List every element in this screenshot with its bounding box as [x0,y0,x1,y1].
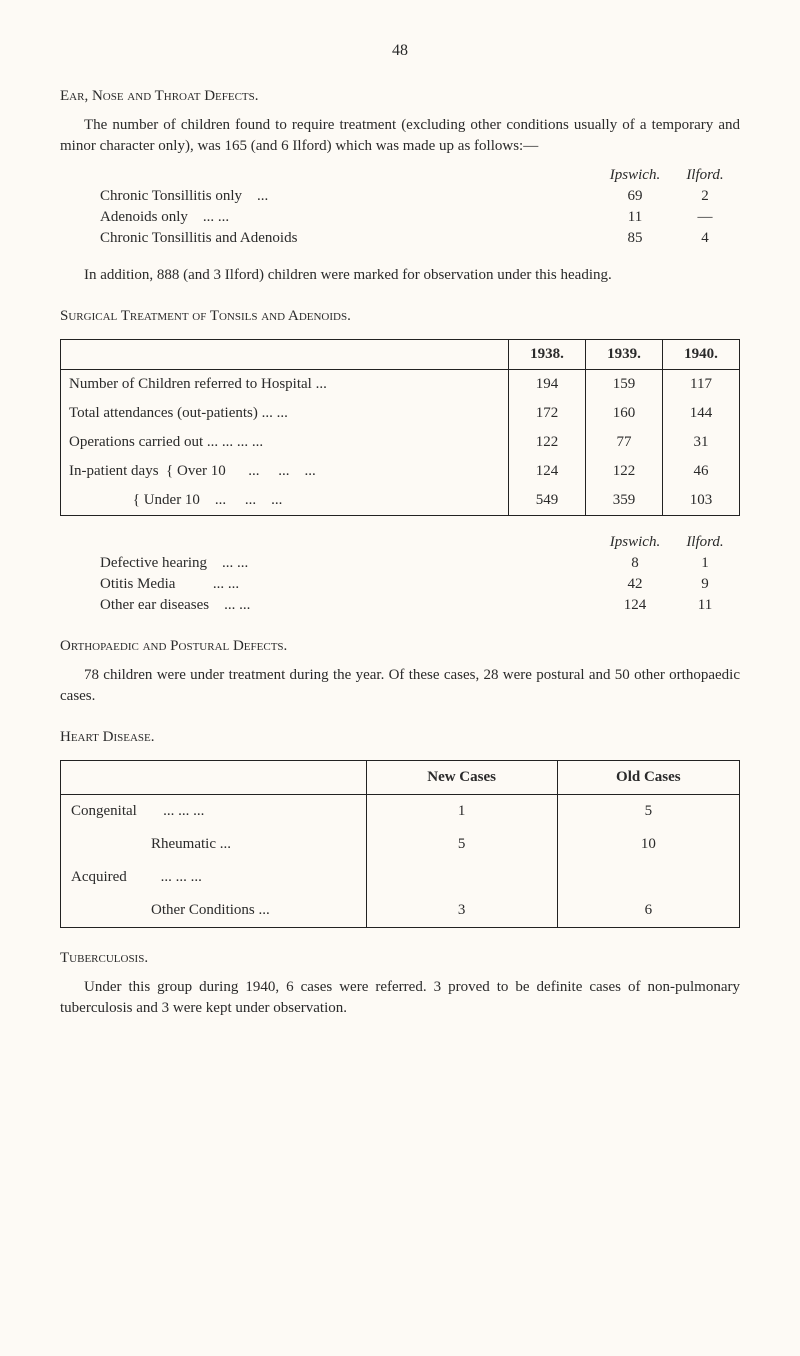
stat-value: 124 [600,595,670,616]
stat-value: 69 [600,186,670,207]
cell: 5 [366,828,557,861]
ent-heading: Ear, Nose and Throat Defects. [60,86,740,107]
ent-addl-paragraph: In addition, 888 (and 3 Ilford) children… [60,265,740,286]
dots: ... [257,188,268,204]
table-row: Congenital ... ... ... 1 5 [61,795,740,829]
year-header: 1939. [586,340,663,370]
stat-label: Otitis Media [100,576,175,592]
row-label: Operations carried out ... ... ... ... [61,428,509,457]
dots: ... ... [213,576,239,592]
cell: 194 [509,370,586,400]
stat-label: Defective hearing [100,555,207,571]
cell: 117 [663,370,740,400]
ortho-heading: Orthopaedic and Postural Defects. [60,636,740,657]
surgical-table: 1938. 1939. 1940. Number of Children ref… [60,339,740,516]
table-row: Operations carried out ... ... ... ... 1… [61,428,740,457]
table-row: Total attendances (out-patients) ... ...… [61,399,740,428]
stat-value: 11 [670,595,740,616]
year-header: 1940. [663,340,740,370]
heart-heading: Heart Disease. [60,727,740,748]
stat-value: 8 [600,553,670,574]
table-row: Acquired ... ... ... [61,861,740,894]
col-header-ipswich: Ipswich. [600,165,670,186]
table-row: Rheumatic ... 5 10 [61,828,740,861]
table-row: Number of Children referred to Hospital … [61,370,740,400]
table-row: { Under 10 ... ... ... 549 359 103 [61,486,740,516]
cell: 3 [366,894,557,928]
dots: ... ... [224,597,250,613]
cell: 10 [557,828,739,861]
stat-label: Adenoids only [100,209,188,225]
cell: 46 [663,457,740,486]
cell [557,861,739,894]
ortho-paragraph: 78 children were under treatment during … [60,665,740,707]
stat-label: Chronic Tonsillitis and Adenoids [100,230,297,246]
stat-value: 1 [670,553,740,574]
row-label: Total attendances (out-patients) ... ... [61,399,509,428]
stat-value: 4 [670,228,740,249]
row-label: Number of Children referred to Hospital … [61,370,509,400]
stat-row: Chronic Tonsillitis and Adenoids 85 4 [100,228,740,249]
heart-table: New Cases Old Cases Congenital ... ... .… [60,760,740,928]
row-label: Congenital [71,803,137,819]
col-header-ilford: Ilford. [670,532,740,553]
page-number: 48 [60,40,740,62]
stat-label: Chronic Tonsillitis only [100,188,242,204]
cell: 160 [586,399,663,428]
stat-row: Otitis Media ... ... 42 9 [100,574,740,595]
col-header-old: Old Cases [557,761,739,795]
cell: 1 [366,795,557,829]
stat-row: Other ear diseases ... ... 124 11 [100,595,740,616]
stat-value: 85 [600,228,670,249]
cell [366,861,557,894]
cell: 124 [509,457,586,486]
cell: 549 [509,486,586,516]
cell: 122 [509,428,586,457]
stat-row: Adenoids only ... ... 11 — [100,207,740,228]
col-header-ilford: Ilford. [670,165,740,186]
row-label: { Under 10 ... ... ... [61,486,509,516]
cell: 31 [663,428,740,457]
stat-value: — [670,207,740,228]
cell: 103 [663,486,740,516]
cell: 77 [586,428,663,457]
tb-paragraph: Under this group during 1940, 6 cases we… [60,977,740,1019]
stat-label: Other ear diseases [100,597,209,613]
ent-stats: Ipswich. Ilford. Chronic Tonsillitis onl… [100,165,740,249]
stat-row: Chronic Tonsillitis only ... 69 2 [100,186,740,207]
stat-value: 42 [600,574,670,595]
row-label: In-patient days { Over 10 ... ... ... [61,457,509,486]
cell: 122 [586,457,663,486]
stat-value: 9 [670,574,740,595]
cell: 159 [586,370,663,400]
year-header: 1938. [509,340,586,370]
table-row: Other Conditions ... 3 6 [61,894,740,928]
table-row: In-patient days { Over 10 ... ... ... 12… [61,457,740,486]
col-header-new: New Cases [366,761,557,795]
col-header-ipswich: Ipswich. [600,532,670,553]
ent-paragraph: The number of children found to require … [60,115,740,157]
row-label: Rheumatic ... [61,828,367,861]
stat-value: 11 [600,207,670,228]
cell: 144 [663,399,740,428]
dots: ... ... ... [163,803,204,819]
row-label: Other Conditions ... [61,894,367,928]
cell: 359 [586,486,663,516]
dots: ... ... [222,555,248,571]
surgical-heading: Surgical Treatment of Tonsils and Adenoi… [60,306,740,327]
ear-stats: Ipswich. Ilford. Defective hearing ... .… [100,532,740,616]
row-label: Acquired [71,869,127,885]
cell: 6 [557,894,739,928]
dots: ... ... ... [161,869,202,885]
dots: ... ... [203,209,229,225]
tb-heading: Tuberculosis. [60,948,740,969]
cell: 172 [509,399,586,428]
stat-value: 2 [670,186,740,207]
stat-row: Defective hearing ... ... 8 1 [100,553,740,574]
cell: 5 [557,795,739,829]
